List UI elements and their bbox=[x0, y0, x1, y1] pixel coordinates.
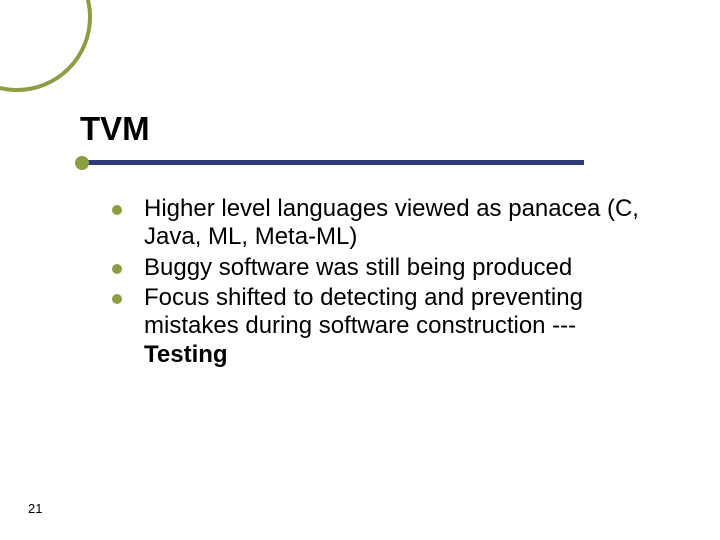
slide-title: TVM bbox=[80, 110, 660, 148]
title-underline-dot bbox=[75, 156, 89, 170]
list-item: Higher level languages viewed as panacea… bbox=[112, 195, 660, 252]
corner-arc-decoration bbox=[0, 0, 92, 92]
bullet-icon bbox=[112, 264, 122, 274]
slide-body: Higher level languages viewed as panacea… bbox=[112, 195, 660, 371]
title-area: TVM bbox=[80, 110, 660, 148]
list-item: Focus shifted to detecting and preventin… bbox=[112, 284, 660, 369]
list-item: Buggy software was still being produced bbox=[112, 254, 660, 282]
bullet-icon bbox=[112, 205, 122, 215]
bullet-text: Focus shifted to detecting and preventin… bbox=[144, 284, 660, 369]
bullet-text: Higher level languages viewed as panacea… bbox=[144, 195, 660, 252]
page-number: 21 bbox=[28, 501, 42, 516]
bullet-text: Buggy software was still being produced bbox=[144, 254, 660, 282]
title-underline-bar bbox=[80, 160, 584, 165]
bullet-icon bbox=[112, 294, 122, 304]
slide: TVM Higher level languages viewed as pan… bbox=[0, 0, 720, 540]
